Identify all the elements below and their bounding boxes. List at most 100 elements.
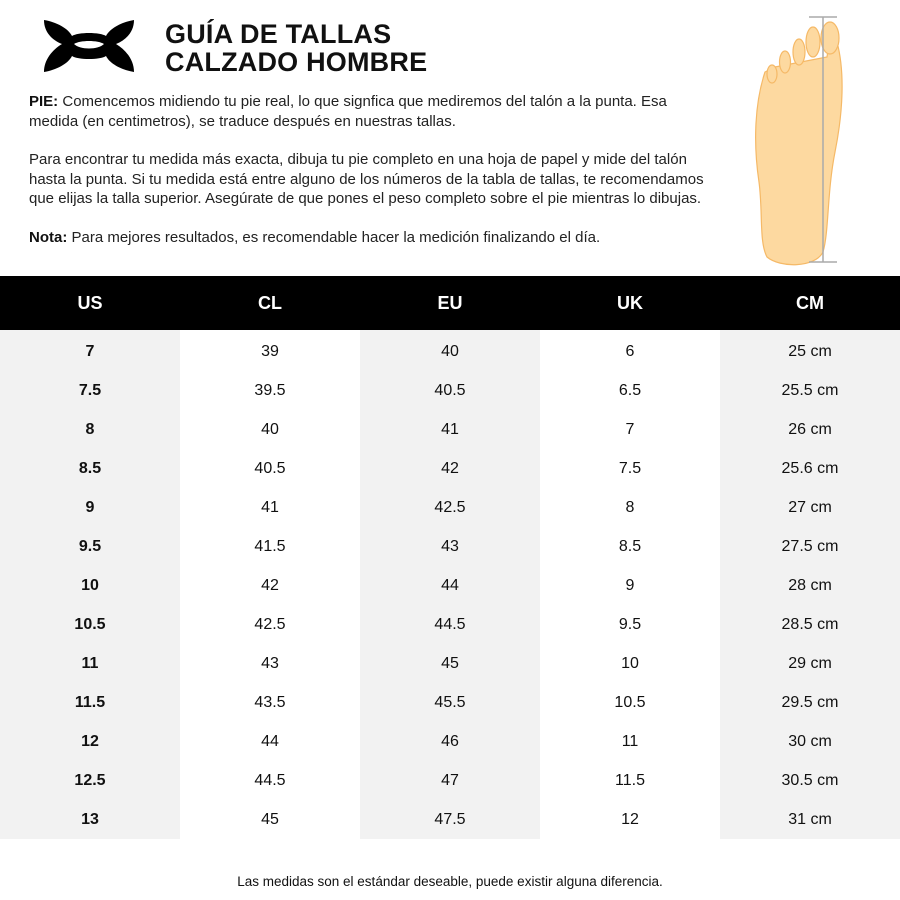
- cell-us: 10.5: [0, 605, 180, 644]
- cell-eu: 44.5: [360, 605, 540, 644]
- cell-uk: 10: [621, 654, 639, 672]
- cell-cl: 39: [261, 342, 279, 360]
- cell-uk: 6.5: [618, 381, 642, 399]
- cell-eu: 42.5: [360, 488, 540, 527]
- table-row: 7.5 39.5 40.5 6.5 25.5 cm: [0, 371, 900, 410]
- column-header-uk: UK: [540, 276, 720, 330]
- cell-eu: 47: [360, 761, 540, 800]
- cell-cl: 42.5: [254, 615, 286, 633]
- column-header-eu: EU: [360, 276, 540, 330]
- cell-uk: 10.5: [614, 693, 646, 711]
- table-row: 7 39 40 6 25 cm: [0, 330, 900, 371]
- footer-note: Las medidas son el estándar deseable, pu…: [237, 874, 663, 889]
- table-row: 9 41 42.5 8 27 cm: [0, 488, 900, 527]
- size-table: US CL EU UK CM 7 39 40 6 25 cm 7.5 39.5 40.5 6.5 25.5…: [0, 276, 900, 839]
- table-header-row: US CL EU UK CM: [0, 276, 900, 330]
- cell-us: 11.5: [0, 683, 180, 722]
- cell-cm: 28 cm: [720, 566, 900, 605]
- table-row: 11.5 43.5 45.5 10.5 29.5 cm: [0, 683, 900, 722]
- cell-us: 12.5: [0, 761, 180, 800]
- cell-eu: 46: [360, 722, 540, 761]
- cell-cm: 31 cm: [720, 800, 900, 839]
- cell-cm: 27.5 cm: [720, 527, 900, 566]
- pie-text: Comencemos midiendo tu pie real, lo que …: [29, 93, 667, 130]
- cell-eu: 44: [360, 566, 540, 605]
- cell-cm: 28.5 cm: [720, 605, 900, 644]
- under-armour-logo: [44, 20, 134, 72]
- cell-eu: 40.5: [360, 371, 540, 410]
- column-header-cm: CM: [720, 276, 900, 330]
- cell-cl: 43: [261, 654, 279, 672]
- table-row: 12.5 44.5 47 11.5 30.5 cm: [0, 761, 900, 800]
- cell-uk: 12: [621, 810, 639, 828]
- cell-us: 11: [0, 644, 180, 683]
- cell-us: 9.5: [0, 527, 180, 566]
- cell-eu: 40: [360, 330, 540, 371]
- cell-cl: 42: [261, 576, 279, 594]
- table-row: 8 40 41 7 26 cm: [0, 410, 900, 449]
- cell-uk: 11.5: [615, 771, 645, 789]
- column-header-cl: CL: [180, 276, 360, 330]
- cell-cm: 29 cm: [720, 644, 900, 683]
- table-body: 7 39 40 6 25 cm 7.5 39.5 40.5 6.5 25.5 cm 8 40 41 7 26…: [0, 330, 900, 839]
- cell-us: 7.5: [0, 371, 180, 410]
- cell-uk: 7.5: [618, 459, 642, 477]
- cell-cm: 29.5 cm: [720, 683, 900, 722]
- cell-uk: 9.5: [618, 615, 642, 633]
- cell-cl: 40: [261, 420, 279, 438]
- cell-cm: 27 cm: [720, 488, 900, 527]
- cell-us: 13: [0, 800, 180, 839]
- title-line-1: GUÍA DE TALLAS: [165, 19, 392, 49]
- column-header-us: US: [0, 276, 180, 330]
- instructions-paragraph: Para encontrar tu medida más exacta, dib…: [29, 151, 704, 207]
- cell-eu: 45.5: [360, 683, 540, 722]
- cell-cl: 44: [261, 732, 279, 750]
- table-row: 12 44 46 11 30 cm: [0, 722, 900, 761]
- cell-cl: 41.5: [254, 537, 286, 555]
- cell-eu: 43: [360, 527, 540, 566]
- cell-cl: 45: [261, 810, 279, 828]
- title-line-2: CALZADO HOMBRE: [165, 47, 428, 77]
- cell-cm: 25.6 cm: [720, 449, 900, 488]
- table-row: 10 42 44 9 28 cm: [0, 566, 900, 605]
- pie-label: PIE:: [29, 93, 59, 110]
- cell-cm: 30 cm: [720, 722, 900, 761]
- note-text: Para mejores resultados, es recomendable…: [67, 228, 601, 246]
- cell-cl: 43.5: [254, 693, 286, 711]
- cell-us: 10: [0, 566, 180, 605]
- cell-eu: 41: [360, 410, 540, 449]
- table-row: 13 45 47.5 12 31 cm: [0, 800, 900, 839]
- note-paragraph: Nota: Para mejores resultados, es recome…: [29, 228, 709, 248]
- note-label: Nota:: [29, 228, 68, 246]
- table-row: 9.5 41.5 43 8.5 27.5 cm: [0, 527, 900, 566]
- cell-uk: 11: [621, 732, 639, 750]
- table-row: 10.5 42.5 44.5 9.5 28.5 cm: [0, 605, 900, 644]
- cell-us: 9: [0, 488, 180, 527]
- cell-eu: 45: [360, 644, 540, 683]
- cell-uk: 8: [625, 498, 635, 516]
- foot-illustration: [755, 16, 843, 266]
- cell-uk: 6: [625, 342, 635, 360]
- cell-uk: 9: [625, 576, 635, 594]
- cell-cl: 39.5: [254, 381, 286, 399]
- page-title: GUÍA DE TALLAS CALZADO HOMBRE: [165, 20, 427, 76]
- cell-us: 12: [0, 722, 180, 761]
- cell-uk: 8.5: [618, 537, 642, 555]
- cell-us: 8: [0, 410, 180, 449]
- cell-uk: 7: [625, 420, 635, 438]
- cell-cm: 25 cm: [720, 330, 900, 371]
- cell-cm: 25.5 cm: [720, 371, 900, 410]
- cell-cl: 40.5: [254, 459, 286, 477]
- cell-us: 8.5: [0, 449, 180, 488]
- foot-paragraph: PIE: Comencemos midiendo tu pie real, lo…: [29, 92, 709, 131]
- cell-eu: 47.5: [360, 800, 540, 839]
- cell-us: 7: [0, 330, 180, 371]
- cell-cm: 30.5 cm: [720, 761, 900, 800]
- cell-eu: 42: [360, 449, 540, 488]
- cell-cl: 41: [261, 498, 279, 516]
- cell-cm: 26 cm: [720, 410, 900, 449]
- cell-cl: 44.5: [254, 771, 286, 789]
- table-row: 8.5 40.5 42 7.5 25.6 cm: [0, 449, 900, 488]
- intro-text: PIE: Comencemos midiendo tu pie real, lo…: [29, 92, 709, 266]
- table-row: 11 43 45 10 29 cm: [0, 644, 900, 683]
